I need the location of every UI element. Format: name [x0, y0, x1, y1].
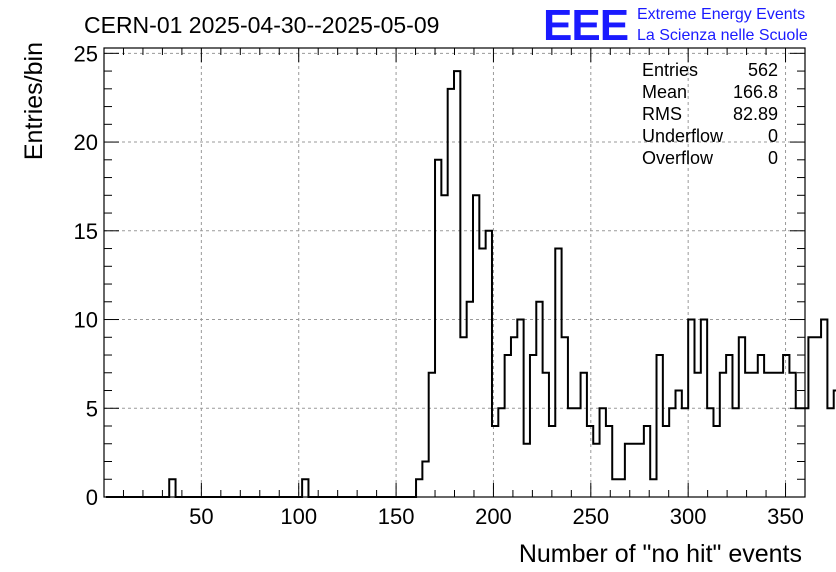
axes	[103, 47, 806, 498]
x-tick-label: 250	[572, 504, 609, 529]
y-tick-label: 20	[74, 130, 98, 155]
y-tick-label: 10	[74, 308, 98, 333]
stats-value: 82.89	[733, 104, 778, 124]
stats-value: 0	[768, 126, 778, 146]
stats-box: Entries 562 Mean 166.8 RMS 82.89 Underflow 0 Ove…	[642, 60, 778, 168]
tick-labels: 50 100 150 200 250 300 350 0 5 10 15 20 25	[74, 41, 804, 529]
stats-value: 166.8	[733, 82, 778, 102]
stats-label: RMS	[642, 104, 682, 124]
plot-frame	[103, 47, 806, 498]
stats-label: Overflow	[642, 148, 714, 168]
x-tick-label: 300	[670, 504, 707, 529]
x-tick-label: 150	[378, 504, 415, 529]
x-tick-label: 100	[280, 504, 317, 529]
logo-line-2: La Scienza nelle Scuole	[637, 27, 808, 44]
grid-lines	[104, 48, 805, 497]
logo-mark: EEE	[543, 1, 628, 50]
logo-line-1: Extreme Energy Events	[637, 6, 805, 23]
stats-value: 0	[768, 148, 778, 168]
histogram-outline	[105, 70, 836, 498]
histogram-bins	[105, 70, 836, 498]
y-tick-label: 0	[86, 485, 98, 510]
stats-label: Underflow	[642, 126, 724, 146]
stats-label: Entries	[642, 60, 698, 80]
y-tick-label: 15	[74, 219, 98, 244]
x-tick-label: 50	[189, 504, 213, 529]
x-axis-title: Number of "no hit" events	[519, 540, 802, 568]
y-axis-title: Entries/bin	[20, 42, 48, 160]
eee-logo: EEE Extreme Energy Events La Scienza nel…	[543, 1, 808, 50]
chart-title: CERN-01 2025-04-30--2025-05-09	[84, 12, 439, 38]
y-tick-label: 25	[74, 41, 98, 66]
x-tick-label: 350	[767, 504, 804, 529]
stats-label: Mean	[642, 82, 687, 102]
x-tick-label: 200	[475, 504, 512, 529]
stats-value: 562	[748, 60, 778, 80]
y-tick-label: 5	[86, 396, 98, 421]
